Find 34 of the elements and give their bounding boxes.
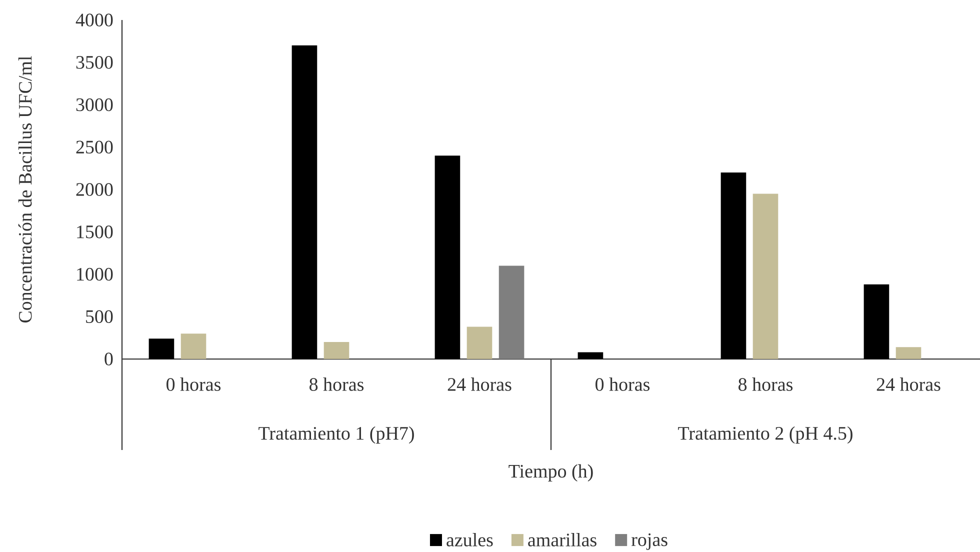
x-tick-label: 24 horas xyxy=(448,378,512,391)
x-tick-label: 0 horas xyxy=(166,378,221,391)
bar xyxy=(324,342,350,359)
bar xyxy=(466,326,492,359)
bar xyxy=(896,347,922,359)
y-tick-label: 1500 xyxy=(77,225,113,238)
x-tick-label: 8 horas xyxy=(310,378,364,391)
bar xyxy=(148,338,174,359)
y-tick-label: 0 xyxy=(104,352,113,366)
y-axis-title: Concentración de Bacillus UFC/ml xyxy=(18,56,32,322)
y-tick-label: 3500 xyxy=(76,56,113,69)
x-axis-title: Tiempo (h) xyxy=(508,464,593,482)
y-tick-label: 1000 xyxy=(77,268,113,281)
bar xyxy=(864,284,890,359)
y-tick-label: 4000 xyxy=(76,14,113,26)
bar xyxy=(498,266,524,359)
y-tick-label: 2000 xyxy=(76,183,113,196)
bar xyxy=(434,156,460,359)
bar xyxy=(720,172,746,359)
x-tick-label: 8 horas xyxy=(738,378,793,391)
legend-label: amarillas xyxy=(528,533,596,546)
bar xyxy=(578,352,604,359)
bar xyxy=(752,194,778,359)
bar xyxy=(292,45,318,359)
text: Tratamiento 1 (pH7) xyxy=(258,426,414,444)
y-tick-label: 500 xyxy=(86,310,113,324)
bar xyxy=(180,334,206,359)
x-tick-label: 0 horas xyxy=(596,378,650,391)
text: Tratamiento 2 (pH 4.5) xyxy=(678,426,852,444)
y-tick-label: 3000 xyxy=(76,98,113,112)
x-tick-label: 24 horas xyxy=(876,378,940,391)
y-tick-label: 2500 xyxy=(76,140,113,154)
legend-label: rojas xyxy=(631,533,668,550)
legend-label: azules xyxy=(446,533,493,546)
